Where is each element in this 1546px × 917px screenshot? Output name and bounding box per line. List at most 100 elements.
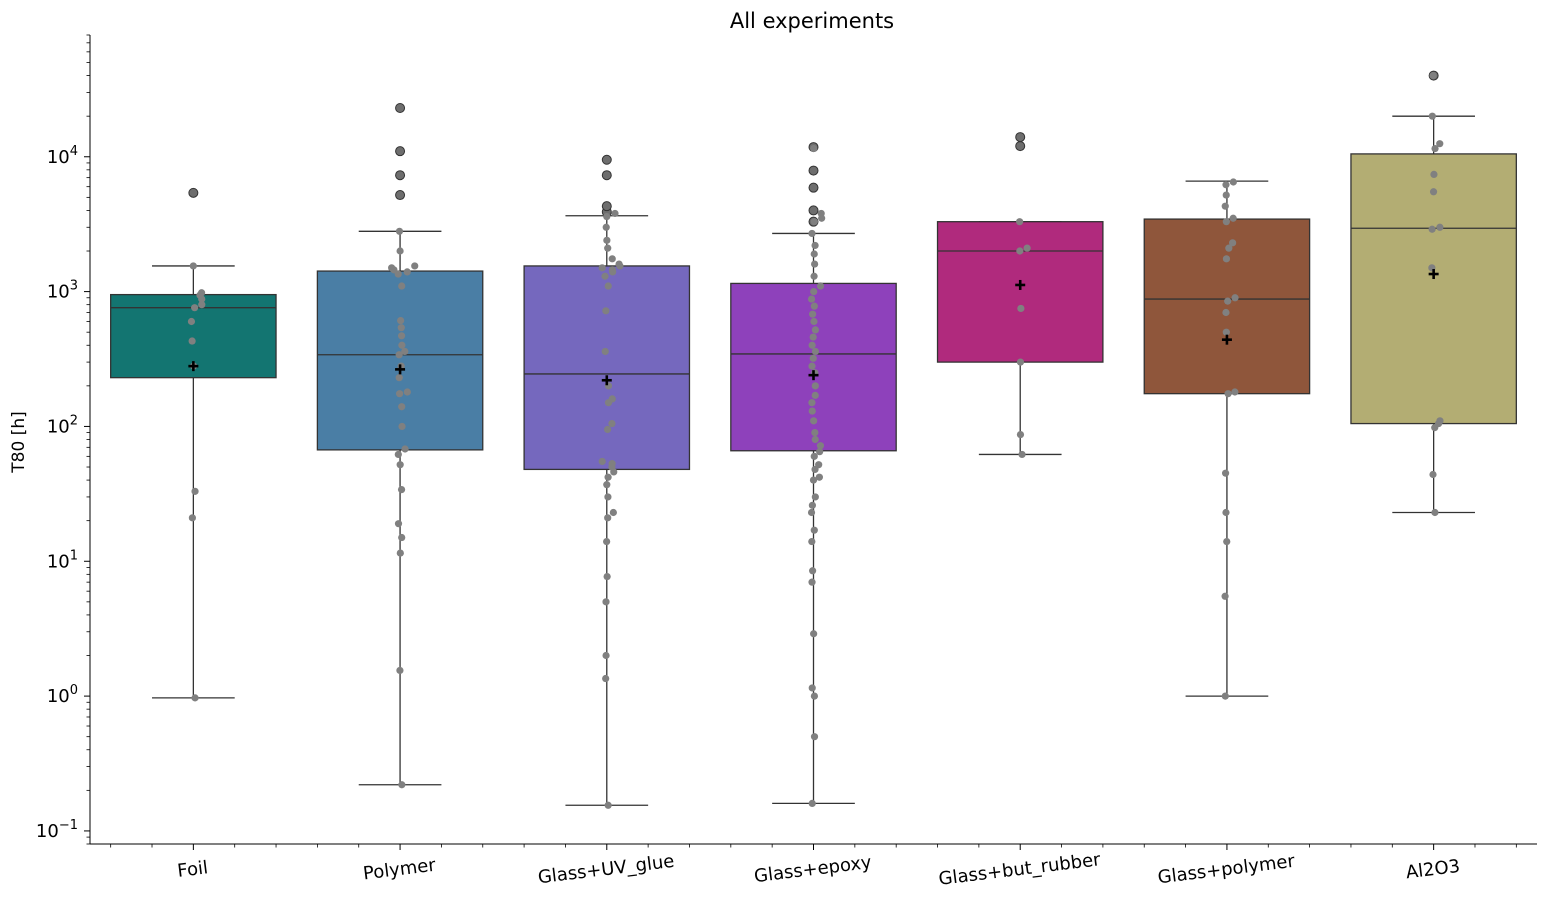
swarm-point xyxy=(810,452,818,460)
swarm-point xyxy=(601,347,609,356)
swarm-point xyxy=(1222,308,1230,317)
swarm-point xyxy=(811,241,819,250)
outlier-point xyxy=(601,170,612,181)
swarm-point xyxy=(397,324,405,332)
outlier-point xyxy=(808,182,819,193)
swarm-point xyxy=(808,399,816,407)
swarm-point xyxy=(609,508,617,517)
swarm-point xyxy=(395,351,403,359)
swarm-point xyxy=(810,144,818,153)
swarm-point xyxy=(598,264,606,272)
swarm-point xyxy=(191,487,199,495)
swarm-point xyxy=(816,448,824,456)
swarm-point xyxy=(602,223,610,231)
swarm-point xyxy=(809,354,817,362)
swarm-point xyxy=(403,388,411,396)
swarm-point xyxy=(602,307,610,315)
swarm-point xyxy=(808,537,816,546)
x-tick-label: Al2O3 xyxy=(1405,856,1462,883)
swarm-point xyxy=(808,799,816,808)
swarm-point xyxy=(811,326,819,334)
swarm-point xyxy=(608,255,616,263)
swarm-point xyxy=(1016,247,1024,255)
swarm-point xyxy=(809,567,817,575)
swarm-point xyxy=(1222,181,1230,189)
swarm-point xyxy=(397,316,405,325)
outlier-point xyxy=(808,205,819,216)
swarm-point xyxy=(1221,692,1229,700)
swarm-point xyxy=(810,250,818,258)
swarm-point xyxy=(808,684,816,692)
swarm-point xyxy=(1223,537,1231,546)
outlier-point xyxy=(601,154,612,165)
swarm-point xyxy=(398,403,406,411)
swarm-point xyxy=(602,651,610,660)
outlier-point xyxy=(395,190,406,201)
swarm-point xyxy=(1222,218,1230,226)
swarm-point xyxy=(401,347,409,356)
swarm-point xyxy=(608,395,616,403)
x-tick-label: Polymer xyxy=(362,855,437,885)
swarm-point xyxy=(1436,140,1444,148)
swarm-point xyxy=(1225,244,1233,252)
swarm-point xyxy=(603,572,611,581)
swarm-point xyxy=(807,295,816,303)
swarm-point xyxy=(191,694,199,702)
swarm-point xyxy=(603,537,611,546)
swarm-point xyxy=(817,209,825,218)
swarm-point xyxy=(602,674,610,683)
swarm-point xyxy=(811,260,819,268)
swarm-point xyxy=(411,262,419,270)
swarm-point xyxy=(398,341,406,349)
swarm-point xyxy=(1431,508,1439,517)
swarm-point xyxy=(188,337,196,345)
outlier-point xyxy=(808,165,819,176)
swarm-point xyxy=(1222,328,1230,336)
swarm-point xyxy=(191,304,199,312)
swarm-point xyxy=(602,598,610,606)
box-iqr xyxy=(316,270,484,451)
swarm-point xyxy=(807,508,816,517)
swarm-point xyxy=(810,317,818,326)
swarm-point xyxy=(1221,202,1229,210)
swarm-point xyxy=(809,333,817,341)
swarm-point xyxy=(1229,214,1237,222)
swarm-point xyxy=(395,390,404,398)
swarm-point xyxy=(1222,508,1230,517)
swarm-point xyxy=(1224,390,1232,398)
swarm-point xyxy=(1430,170,1438,178)
chart-title: All experiments xyxy=(730,9,894,33)
swarm-point xyxy=(810,417,818,425)
y-axis-label: T80 [h] xyxy=(9,411,29,473)
swarm-point xyxy=(816,442,825,450)
swarm-point xyxy=(401,445,409,453)
swarm-point xyxy=(810,272,818,280)
swarm-point xyxy=(810,218,818,226)
swarm-point xyxy=(615,260,623,268)
swarm-point xyxy=(1017,304,1025,313)
y-tick-label: 10−1 xyxy=(36,818,78,842)
swarm-point xyxy=(188,514,196,522)
y-tick-label: 103 xyxy=(47,279,78,303)
swarm-point xyxy=(395,227,404,235)
swarm-point xyxy=(1229,239,1237,247)
swarm-point xyxy=(403,268,411,276)
swarm-point xyxy=(398,282,406,290)
x-tick-label: Glass+epoxy xyxy=(753,852,873,887)
swarm-point xyxy=(810,692,819,700)
swarm-point xyxy=(398,422,406,431)
swarm-point xyxy=(808,341,816,349)
y-tick-label: 101 xyxy=(47,548,78,572)
swarm-point xyxy=(1231,388,1239,396)
swarm-point xyxy=(604,801,612,809)
swarm-point xyxy=(816,282,825,290)
swarm-point xyxy=(1431,144,1439,153)
swarm-point xyxy=(1023,244,1031,252)
swarm-point xyxy=(811,391,819,399)
swarm-point xyxy=(611,209,619,218)
y-tick-label: 104 xyxy=(47,144,78,168)
x-tick-label: Glass+UV_glue xyxy=(537,851,676,889)
swarm-point xyxy=(808,578,816,586)
swarm-point xyxy=(1436,417,1444,425)
